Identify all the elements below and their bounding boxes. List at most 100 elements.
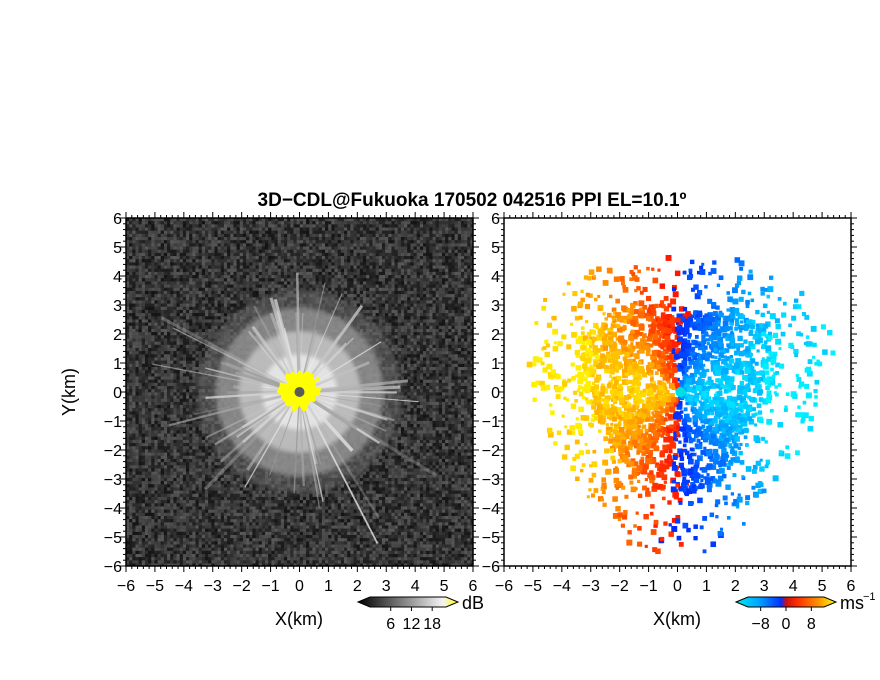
noise-cell (201, 439, 206, 444)
noise-cell (258, 560, 263, 564)
noise-cell (151, 411, 155, 415)
noise-cell (170, 541, 174, 545)
noise-cell (217, 538, 221, 542)
noise-cell (239, 496, 244, 501)
noise-cell (173, 376, 177, 380)
noise-cell (211, 560, 215, 564)
noise-cell (242, 509, 247, 513)
noise-cell (186, 218, 190, 222)
noise-cell (214, 271, 218, 276)
noise-cell (239, 275, 244, 279)
noise-cell (201, 538, 206, 542)
noise-cell (192, 230, 196, 234)
noise-cell (189, 252, 193, 257)
noise-cell (132, 306, 136, 311)
noise-cell (163, 544, 168, 548)
noise-cell (176, 446, 180, 450)
noise-cell (214, 243, 218, 247)
noise-cell (220, 512, 225, 517)
noise-cell (242, 221, 247, 225)
noise-cell (236, 265, 240, 269)
noise-cell (201, 332, 206, 336)
noise-cell (176, 221, 180, 225)
noise-cell (186, 281, 190, 285)
noise-cell (129, 512, 133, 517)
noise-cell (189, 360, 193, 364)
noise-cell (160, 487, 165, 491)
noise-cell (255, 221, 259, 225)
noise-cell (195, 386, 199, 390)
noise-cell (179, 446, 184, 450)
noise-cell (233, 481, 237, 485)
noise-cell (249, 503, 253, 507)
noise-cell (179, 281, 184, 285)
noise-cell (163, 306, 168, 311)
noise-cell (205, 316, 209, 320)
noise-cell (201, 455, 206, 460)
noise-cell (249, 531, 253, 536)
noise-cell (160, 370, 165, 374)
noise-cell (201, 259, 206, 263)
noise-cell (233, 522, 237, 526)
noise-cell (173, 351, 177, 355)
noise-cell (217, 265, 221, 269)
noise-cell (179, 354, 184, 358)
noise-cell (173, 563, 177, 566)
noise-cell (230, 294, 234, 298)
noise-cell (138, 252, 142, 257)
noise-cell (141, 458, 146, 463)
noise-cell (176, 528, 180, 532)
noise-cell (148, 303, 152, 307)
noise-cell (170, 481, 174, 485)
noise-cell (239, 560, 244, 564)
noise-cell (189, 287, 193, 292)
noise-cell (214, 290, 218, 295)
noise-cell (249, 271, 253, 276)
noise-cell (223, 477, 228, 482)
noise-cell (167, 319, 171, 323)
noise-cell (170, 300, 174, 304)
noise-cell (227, 290, 231, 295)
noise-cell (214, 557, 218, 561)
noise-cell (252, 541, 256, 545)
noise-cell (144, 322, 149, 326)
noise-cell (182, 268, 187, 273)
noise-cell (160, 436, 165, 441)
noise-cell (201, 357, 206, 361)
noise-cell (173, 303, 177, 307)
noise-cell (126, 465, 130, 469)
noise-cell (236, 484, 240, 488)
noise-cell (192, 446, 196, 450)
noise-cell (211, 503, 215, 507)
noise-cell (192, 525, 196, 529)
noise-cell (182, 275, 187, 279)
noise-cell (186, 525, 190, 529)
noise-cell (176, 449, 180, 453)
noise-cell (135, 322, 139, 326)
noise-cell (208, 262, 212, 266)
noise-cell (182, 515, 187, 520)
noise-cell (182, 281, 187, 285)
noise-cell (214, 252, 218, 257)
noise-cell (154, 484, 158, 488)
noise-cell (170, 490, 174, 494)
noise-cell (148, 541, 152, 545)
noise-cell (129, 395, 133, 399)
noise-cell (217, 557, 221, 561)
noise-cell (258, 528, 263, 532)
noise-cell (195, 503, 199, 507)
noise-cell (230, 512, 234, 517)
noise-cell (129, 519, 133, 523)
noise-cell (151, 351, 155, 355)
noise-cell (230, 246, 234, 250)
noise-cell (163, 395, 168, 399)
noise-cell (167, 271, 171, 276)
noise-cell (157, 414, 161, 418)
noise-cell (138, 458, 142, 463)
noise-cell (205, 563, 209, 566)
noise-cell (227, 262, 231, 266)
noise-cell (148, 487, 152, 491)
noise-cell (176, 535, 180, 539)
noise-cell (268, 284, 272, 288)
noise-cell (163, 227, 168, 231)
